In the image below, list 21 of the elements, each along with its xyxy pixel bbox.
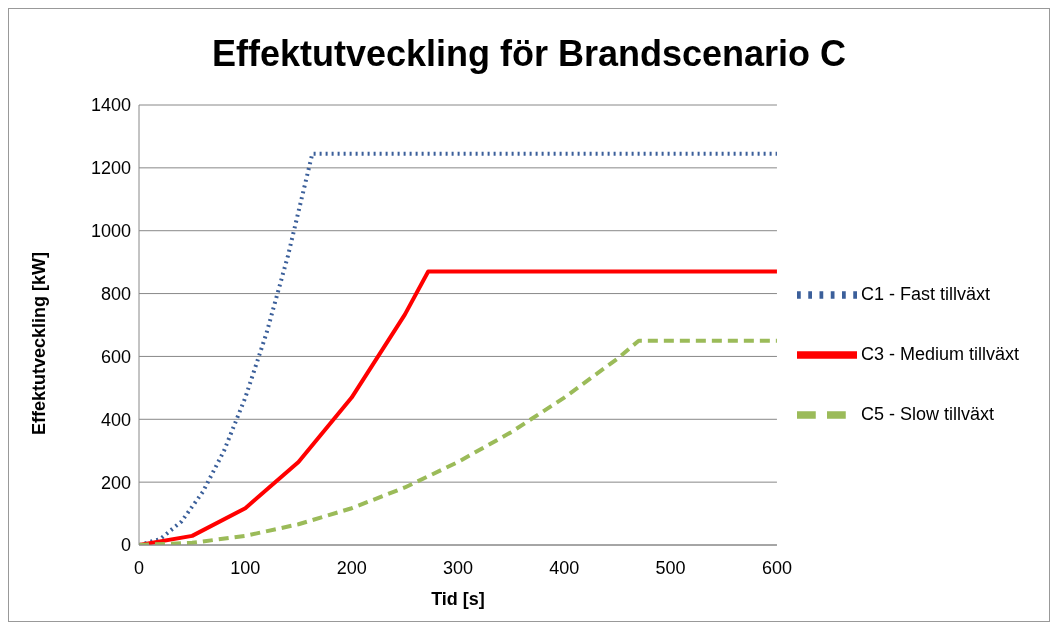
x-tick-label: 300 (442, 557, 473, 578)
x-tick-label: 200 (336, 557, 367, 578)
y-tick-label: 600 (100, 346, 131, 367)
chart-title: Effektutveckling för Brandscenario C (210, 32, 848, 76)
y-tick-label: 200 (100, 472, 131, 493)
y-tick-label: 1000 (90, 221, 131, 242)
x-tick-label: 400 (549, 557, 580, 578)
y-tick-label: 1200 (90, 158, 131, 179)
x-tick-label: 100 (230, 557, 261, 578)
x-tick-label: 500 (655, 557, 686, 578)
legend-label: C1 - Fast tillväxt (860, 283, 990, 304)
y-tick-label: 800 (100, 283, 131, 304)
legend-label: C5 - Slow tillväxt (860, 403, 994, 424)
y-tick-label: 0 (120, 535, 131, 556)
x-axis-title: Tid [s] (431, 589, 485, 609)
x-tick-label: 0 (133, 557, 145, 578)
y-tick-label: 1400 (90, 95, 131, 116)
y-axis-title: Effektutveckling [kW] (29, 251, 50, 435)
x-tick-label: 600 (761, 557, 792, 578)
legend-label: C3 - Medium tillväxt (860, 343, 1019, 364)
y-tick-label: 400 (100, 409, 131, 430)
